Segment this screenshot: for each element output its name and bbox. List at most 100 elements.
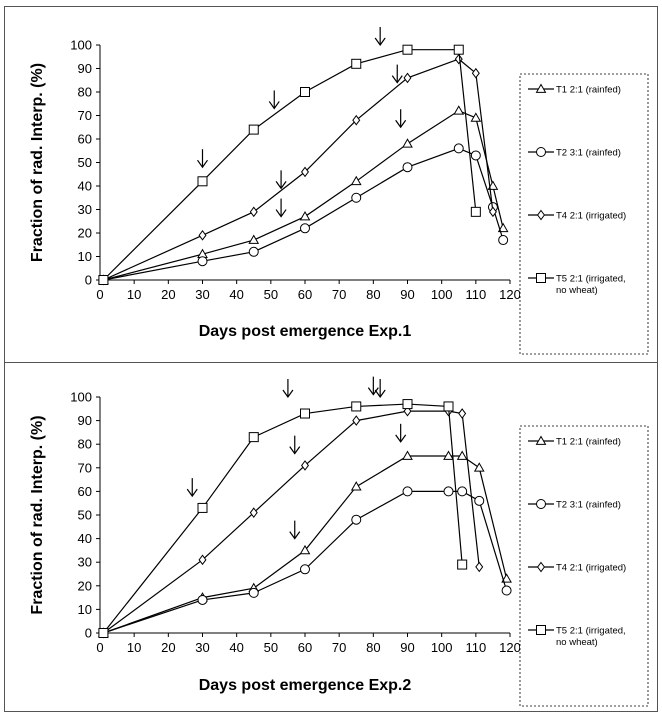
y-tick-label: 60 [78,132,92,147]
x-tick-label: 40 [229,640,243,655]
data-point-triangle [248,234,260,244]
series-line-diamond [103,58,494,281]
legend-entry: T2 3:1 (rainfed) [528,499,621,511]
legend-marker-circle [536,499,546,509]
y-tick-label: 80 [78,437,92,452]
legend-entry: T2 3:1 (rainfed) [528,147,621,159]
x-tick-label: 100 [431,640,453,655]
x-tick-label: 110 [465,287,486,302]
legend-marker-square [536,625,546,635]
data-point-circle [248,587,259,598]
down-arrow-icon [186,478,198,498]
legend-entry: T1 2:1 (rainfed) [528,83,621,96]
legend-label: T2 3:1 (rainfed) [556,500,621,511]
x-tick-label: 50 [264,287,278,302]
x-tick-label: 110 [465,640,486,655]
down-arrow-icon [282,379,294,399]
y-tick-label: 70 [78,460,92,475]
data-point-circle [300,564,310,575]
x-tick-label: 120 [499,640,521,655]
legend-entry: T4 2:1 (irrigated) [528,561,626,574]
data-point-circle [197,594,208,605]
series-line-triangle [103,455,508,634]
y-tick-label: 10 [78,249,92,264]
legend-label: T5 2:1 (irrigated, [556,626,626,637]
series-line-circle [103,490,508,634]
legend-label: T1 2:1 (rainfed) [556,437,621,448]
data-point-diamond [471,67,480,79]
y-tick-label: 0 [85,626,92,641]
legend-entry: T5 2:1 (irrigated,no wheat) [528,625,626,648]
legend-marker-diamond [537,209,545,221]
legend-label: T1 2:1 (rainfed) [556,85,621,96]
down-arrow-icon [197,149,208,169]
y-tick-label: 80 [78,85,92,100]
data-point-triangle [299,211,311,221]
data-point-square [351,58,362,69]
data-point-diamond [249,206,258,218]
y-tick-label: 70 [78,108,92,123]
legend-marker-diamond [537,561,545,573]
data-point-triangle [443,450,454,460]
x-tick-label: 90 [400,287,414,302]
y-tick-label: 90 [78,413,92,428]
y-tick-label: 100 [70,38,92,53]
data-point-circle [402,162,413,173]
x-tick-label: 70 [332,287,346,302]
legend-label: T2 3:1 (rainfed) [556,148,621,159]
data-point-circle [498,235,509,246]
x-axis-title: Days post emergence Exp.2 [199,677,412,694]
data-point-circle [300,223,310,234]
y-tick-label: 50 [78,155,92,170]
down-arrow-icon [367,376,379,396]
data-point-triangle [350,175,362,186]
data-point-circle [351,192,362,203]
data-point-diamond [198,554,207,566]
y-tick-label: 20 [78,578,92,593]
data-point-triangle [453,105,465,115]
y-tick-label: 90 [78,61,92,76]
x-tick-label: 80 [366,640,380,655]
data-point-diamond [454,53,463,65]
data-point-square [351,401,362,412]
data-point-circle [351,514,362,525]
down-arrow-icon [374,379,386,399]
data-point-square [457,559,468,570]
legend: T1 2:1 (rainfed) T2 3:1 (rainfed) T4 2:1 (… [519,425,649,707]
chart-panel-2: 0 10 20 30 40 50 60 70 80 90 100 110 120 0 10 20 30 40 50 6… [29,376,649,707]
y-axis-title: Fraction of rad. Interp. (%) [29,415,46,614]
x-tick-label: 0 [96,287,103,302]
x-tick-label: 90 [400,640,414,655]
down-arrow-icon [391,64,403,84]
down-arrow-icon [374,27,386,47]
data-point-triangle [299,544,311,555]
legend: T1 2:1 (rainfed) T2 3:1 (rainfed) T4 2:1 (… [519,73,649,355]
data-point-circle [197,256,208,267]
x-tick-label: 60 [298,640,312,655]
y-tick-label: 50 [78,508,92,523]
legend-marker-square [536,273,546,283]
y-tick-label: 20 [78,226,92,241]
data-point-circle [402,486,413,497]
x-tick-label: 30 [195,640,209,655]
data-point-circle [248,246,259,257]
data-point-square [402,44,413,55]
down-arrow-icon [289,435,301,455]
x-tick-label: 10 [127,287,141,302]
data-point-square [98,275,109,285]
y-tick-label: 40 [78,179,92,194]
y-tick-label: 100 [70,390,92,405]
data-point-triangle [487,180,499,190]
x-tick-label: 20 [161,640,175,655]
data-point-circle [453,143,464,154]
y-axis-title: Fraction of rad. Interp. (%) [29,63,46,262]
y-tick-label: 30 [78,555,92,570]
data-point-triangle [350,481,362,491]
data-point-diamond [352,114,361,126]
x-tick-label: 30 [195,287,209,302]
x-tick-label: 120 [499,287,521,302]
data-point-circle [470,150,481,161]
data-point-triangle [456,450,468,460]
